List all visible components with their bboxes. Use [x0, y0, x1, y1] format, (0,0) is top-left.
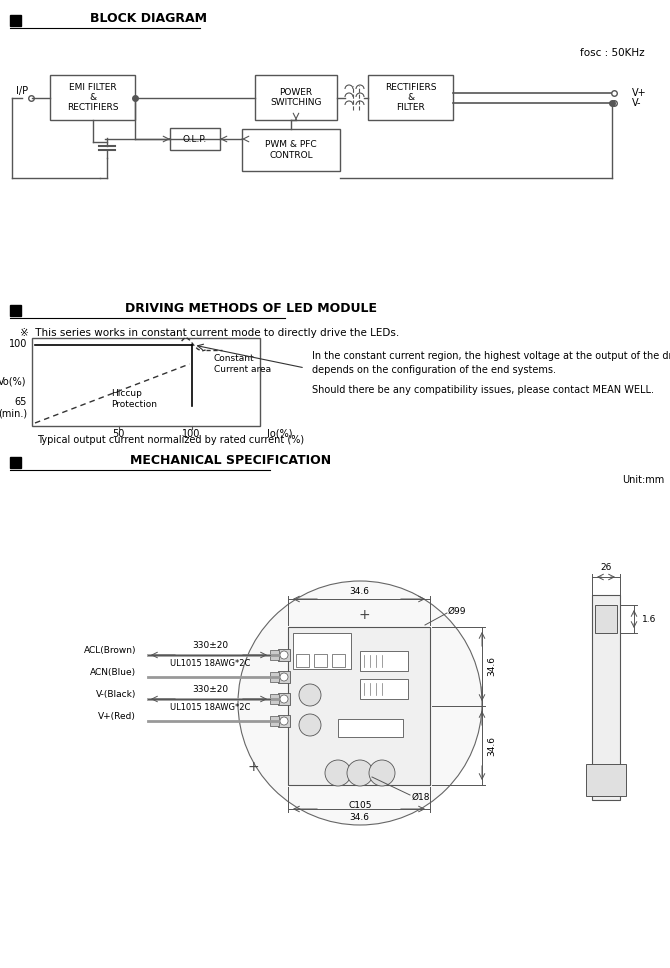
Bar — [360, 651, 408, 671]
Text: 34.6: 34.6 — [349, 587, 369, 595]
Text: ※  This series works in constant current mode to directly drive the LEDs.: ※ This series works in constant current … — [20, 328, 399, 338]
Bar — [296, 654, 309, 667]
Text: Vo(%): Vo(%) — [0, 377, 26, 387]
Bar — [32, 338, 260, 426]
Circle shape — [369, 760, 395, 786]
Text: 26: 26 — [600, 563, 612, 572]
Bar — [10, 15, 21, 26]
Bar — [360, 679, 408, 699]
Text: Constant
Current area: Constant Current area — [214, 354, 271, 374]
Text: 34.6: 34.6 — [487, 736, 496, 755]
Circle shape — [238, 581, 482, 825]
Text: Ø18: Ø18 — [412, 793, 431, 802]
Bar — [278, 693, 290, 705]
Bar — [278, 649, 290, 661]
Circle shape — [280, 673, 288, 681]
Text: 50: 50 — [113, 429, 125, 439]
Text: Unit:mm: Unit:mm — [622, 475, 664, 485]
Text: Io(%): Io(%) — [267, 429, 293, 439]
Bar — [368, 75, 453, 120]
Text: EMI FILTER
&
RECTIFIERS: EMI FILTER & RECTIFIERS — [67, 82, 118, 112]
Bar — [270, 650, 279, 660]
Text: PWM & PFC
CONTROL: PWM & PFC CONTROL — [265, 140, 317, 160]
Bar — [586, 764, 626, 796]
Text: POWER
SWITCHING: POWER SWITCHING — [270, 88, 322, 107]
Text: 65
(min.): 65 (min.) — [0, 397, 27, 419]
Text: DRIVING METHODS OF LED MODULE: DRIVING METHODS OF LED MODULE — [125, 301, 377, 315]
Bar — [242, 129, 340, 171]
Bar — [50, 75, 135, 120]
Text: V+: V+ — [632, 88, 647, 98]
Circle shape — [280, 717, 288, 725]
Text: V-: V- — [632, 98, 641, 108]
Bar — [10, 457, 21, 468]
Circle shape — [347, 760, 373, 786]
Bar — [278, 715, 290, 727]
Bar — [270, 716, 279, 726]
Text: 100: 100 — [182, 429, 201, 439]
Text: V+(Red): V+(Red) — [98, 712, 136, 721]
Circle shape — [299, 684, 321, 706]
Text: 34.6: 34.6 — [349, 812, 369, 822]
Text: 1.6: 1.6 — [642, 615, 657, 623]
Bar — [314, 654, 327, 667]
Text: O.L.P.: O.L.P. — [183, 135, 207, 143]
Circle shape — [299, 714, 321, 736]
Bar — [288, 627, 430, 785]
Text: Ø99: Ø99 — [448, 607, 466, 616]
Text: Hiccup
Protection: Hiccup Protection — [111, 389, 157, 408]
Text: 330±20: 330±20 — [192, 642, 228, 650]
Text: Should there be any compatibility issues, please contact MEAN WELL.: Should there be any compatibility issues… — [312, 385, 654, 395]
Text: +: + — [358, 608, 370, 622]
Text: In the constant current region, the highest voltage at the output of the driver: In the constant current region, the high… — [312, 351, 670, 361]
Text: MECHANICAL SPECIFICATION: MECHANICAL SPECIFICATION — [130, 453, 331, 467]
Circle shape — [280, 651, 288, 659]
Bar — [332, 654, 345, 667]
Bar — [293, 633, 351, 669]
Text: BLOCK DIAGRAM: BLOCK DIAGRAM — [90, 12, 207, 24]
Text: Typical output current normalized by rated current (%): Typical output current normalized by rat… — [37, 435, 304, 445]
Text: UL1015 18AWG*2C: UL1015 18AWG*2C — [170, 704, 250, 712]
Bar — [278, 671, 290, 683]
Text: C105: C105 — [348, 801, 372, 809]
Text: 34.6: 34.6 — [487, 656, 496, 677]
Text: +: + — [247, 760, 259, 774]
Bar — [270, 672, 279, 682]
Bar — [592, 595, 620, 800]
Text: V-(Black): V-(Black) — [96, 690, 136, 700]
Text: RECTIFIERS
&
FILTER: RECTIFIERS & FILTER — [385, 82, 436, 112]
Text: UL1015 18AWG*2C: UL1015 18AWG*2C — [170, 659, 250, 669]
Bar — [338, 719, 403, 737]
Circle shape — [280, 695, 288, 703]
Bar — [270, 694, 279, 704]
Bar — [255, 75, 337, 120]
Text: depends on the configuration of the end systems.: depends on the configuration of the end … — [312, 365, 556, 375]
Bar — [170, 128, 220, 150]
Text: ACL(Brown): ACL(Brown) — [84, 647, 136, 655]
Text: 100: 100 — [9, 339, 27, 349]
Bar — [595, 605, 617, 633]
Text: I/P: I/P — [16, 86, 28, 96]
Text: ACN(Blue): ACN(Blue) — [90, 669, 136, 678]
Circle shape — [325, 760, 351, 786]
Text: 330±20: 330±20 — [192, 685, 228, 694]
Bar — [10, 305, 21, 316]
Text: fosc : 50KHz: fosc : 50KHz — [580, 48, 645, 58]
